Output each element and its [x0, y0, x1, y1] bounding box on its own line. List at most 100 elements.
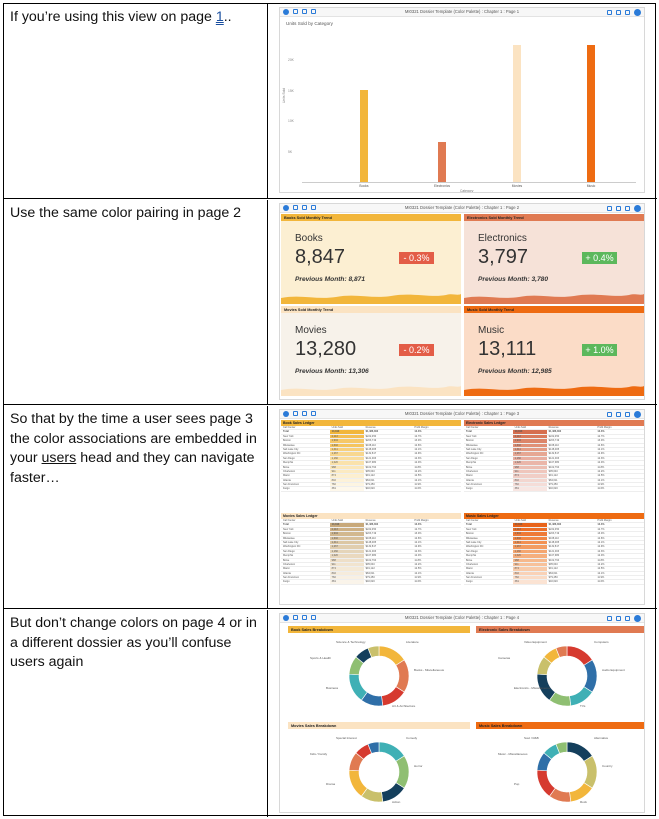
ledger-row[interactable]: Boise 988 $102,764 11.8%: [281, 558, 461, 563]
comment-icon[interactable]: [616, 412, 621, 417]
user-avatar-icon[interactable]: [634, 615, 641, 622]
ledger-row[interactable]: Miami 874 $91,122 12.5%: [281, 567, 461, 572]
ledger-row[interactable]: Washington DC 1,267 $132,817 12.9%: [281, 452, 461, 457]
ledger-row[interactable]: Memphis 1,020 $107,980 12.0%: [281, 554, 461, 559]
ledger-row[interactable]: Boise 988 $102,764 11.8%: [281, 465, 461, 470]
ledger-row[interactable]: Boise 988 $102,764 11.8%: [464, 465, 644, 470]
ledger-row[interactable]: Charleston 911 $95,640 12.2%: [464, 469, 644, 475]
ledger-row[interactable]: Fargo 381 $40,620 11.6%: [464, 487, 644, 492]
ledger-row[interactable]: Boston 1,904 $203,719 13.0%: [464, 532, 644, 537]
comment-icon[interactable]: [616, 616, 621, 621]
ledger-row[interactable]: San Diego 1,160 $121,003 12.3%: [281, 456, 461, 462]
ledger-row[interactable]: Total 14,193 $1,486,302 12.4%: [281, 430, 461, 435]
ledger-row[interactable]: San Diego 1,160 $121,003 12.3%: [281, 549, 461, 555]
share-icon[interactable]: [625, 10, 630, 15]
ledger-row[interactable]: Fargo 381 $40,620 11.6%: [281, 580, 461, 585]
donut-slice[interactable]: [555, 741, 568, 754]
comment-icon[interactable]: [616, 10, 621, 15]
undo-icon[interactable]: [311, 9, 316, 14]
undo-icon[interactable]: [311, 615, 316, 620]
ledger-row[interactable]: Milwaukee 1,602 $168,110 12.6%: [464, 443, 644, 448]
toc-icon[interactable]: [293, 411, 298, 416]
ledger-row[interactable]: Milwaukee 1,602 $168,110 12.6%: [281, 443, 461, 448]
bar-electronics[interactable]: [438, 141, 446, 182]
donut-slice[interactable]: [583, 659, 598, 693]
ledger-row[interactable]: Fargo 381 $40,620 11.6%: [281, 487, 461, 492]
ledger-row[interactable]: Salt Lake City 1,411 $148,005 12.1%: [281, 447, 461, 453]
ledger-row[interactable]: Charleston 911 $95,640 12.2%: [281, 469, 461, 475]
home-icon[interactable]: [283, 411, 289, 417]
ledger-row[interactable]: Boston 1,904 $203,719 13.0%: [281, 439, 461, 444]
share-icon[interactable]: [625, 206, 630, 211]
ledger-row[interactable]: Washington DC 1,267 $132,817 12.9%: [464, 545, 644, 550]
filter-icon[interactable]: [607, 412, 612, 417]
ledger-row[interactable]: San Francisco 760 $79,450 11.9%: [464, 483, 644, 488]
page-link[interactable]: 1: [215, 9, 224, 25]
bar-music[interactable]: [587, 44, 595, 182]
bookmark-icon[interactable]: [302, 9, 307, 14]
ledger-row[interactable]: Atlanta 802 $84,611 12.1%: [464, 571, 644, 577]
toc-icon[interactable]: [293, 9, 298, 14]
ledger-row[interactable]: Milwaukee 1,602 $168,110 12.6%: [281, 536, 461, 541]
user-avatar-icon[interactable]: [634, 205, 641, 212]
undo-icon[interactable]: [311, 411, 316, 416]
ledger-row[interactable]: San Diego 1,160 $121,003 12.3%: [464, 549, 644, 555]
ledger-row[interactable]: Charleston 911 $95,640 12.2%: [281, 562, 461, 568]
donut-slice[interactable]: [555, 645, 568, 658]
ledger-row[interactable]: San Diego 1,160 $121,003 12.3%: [464, 456, 644, 462]
ledger-row[interactable]: Milwaukee 1,602 $168,110 12.6%: [464, 536, 644, 541]
donut-slice[interactable]: [381, 686, 405, 707]
undo-icon[interactable]: [311, 205, 316, 210]
share-icon[interactable]: [625, 616, 630, 621]
ledger-row[interactable]: Total 14,193 $1,486,302 12.4%: [281, 523, 461, 528]
ledger-row[interactable]: Fargo 381 $40,620 11.6%: [464, 580, 644, 585]
share-icon[interactable]: [625, 412, 630, 417]
bookmark-icon[interactable]: [302, 205, 307, 210]
ledger-row[interactable]: San Francisco 760 $79,450 11.9%: [464, 576, 644, 581]
ledger-row[interactable]: Atlanta 802 $84,611 12.1%: [281, 478, 461, 484]
ledger-row[interactable]: Atlanta 802 $84,611 12.1%: [281, 571, 461, 577]
filter-icon[interactable]: [607, 206, 612, 211]
home-icon[interactable]: [283, 205, 289, 211]
ledger-row[interactable]: Salt Lake City 1,411 $148,005 12.1%: [464, 540, 644, 546]
bookmark-icon[interactable]: [302, 615, 307, 620]
ledger-row[interactable]: Charleston 911 $95,640 12.2%: [464, 562, 644, 568]
donut-slice[interactable]: [569, 782, 593, 803]
ledger-row[interactable]: Washington DC 1,267 $132,817 12.9%: [464, 452, 644, 457]
filter-icon[interactable]: [607, 616, 612, 621]
ledger-row[interactable]: Washington DC 1,267 $132,817 12.9%: [281, 545, 461, 550]
ledger-row[interactable]: New York 2,113 $222,450 12.7%: [464, 434, 644, 440]
ledger-row[interactable]: Boston 1,904 $203,719 13.0%: [281, 532, 461, 537]
donut-slice[interactable]: [583, 755, 598, 789]
ledger-row[interactable]: New York 2,113 $222,450 12.7%: [281, 527, 461, 533]
ledger-row[interactable]: New York 2,113 $222,450 12.7%: [464, 527, 644, 533]
donut-slice[interactable]: [367, 645, 380, 658]
donut-slice[interactable]: [569, 686, 593, 707]
ledger-row[interactable]: Memphis 1,020 $107,980 12.0%: [464, 461, 644, 466]
filter-icon[interactable]: [607, 10, 612, 15]
bookmark-icon[interactable]: [302, 411, 307, 416]
comment-icon[interactable]: [616, 206, 621, 211]
ledger-row[interactable]: Boise 988 $102,764 11.8%: [464, 558, 644, 563]
donut-slice[interactable]: [536, 769, 556, 797]
toc-icon[interactable]: [293, 205, 298, 210]
toc-icon[interactable]: [293, 615, 298, 620]
ledger-row[interactable]: Total 14,193 $1,486,302 12.4%: [464, 523, 644, 528]
user-avatar-icon[interactable]: [634, 9, 641, 16]
ledger-row[interactable]: Boston 1,904 $203,719 13.0%: [464, 439, 644, 444]
ledger-row[interactable]: Memphis 1,020 $107,980 12.0%: [281, 461, 461, 466]
ledger-row[interactable]: New York 2,113 $222,450 12.7%: [281, 434, 461, 440]
ledger-row[interactable]: Miami 874 $91,122 12.5%: [281, 474, 461, 479]
ledger-row[interactable]: Atlanta 802 $84,611 12.1%: [464, 478, 644, 484]
donut-slice[interactable]: [395, 659, 410, 693]
donut-slice[interactable]: [367, 741, 380, 754]
ledger-row[interactable]: Miami 874 $91,122 12.5%: [464, 474, 644, 479]
ledger-row[interactable]: Salt Lake City 1,411 $148,005 12.1%: [281, 540, 461, 546]
ledger-row[interactable]: Miami 874 $91,122 12.5%: [464, 567, 644, 572]
user-avatar-icon[interactable]: [634, 411, 641, 418]
bar-movies[interactable]: [513, 45, 521, 182]
ledger-row[interactable]: San Francisco 760 $79,450 11.9%: [281, 576, 461, 581]
donut-slice[interactable]: [395, 755, 410, 789]
donut-slice[interactable]: [348, 769, 368, 797]
donut-slice[interactable]: [381, 782, 405, 803]
